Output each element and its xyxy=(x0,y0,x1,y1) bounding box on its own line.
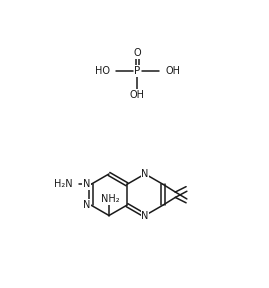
Text: N: N xyxy=(83,179,90,189)
Text: P: P xyxy=(134,66,141,76)
Text: O: O xyxy=(134,48,141,58)
Text: OH: OH xyxy=(165,66,180,76)
Text: N: N xyxy=(83,200,90,210)
Text: OH: OH xyxy=(130,90,145,100)
Text: NH₂: NH₂ xyxy=(101,194,120,204)
Text: HO: HO xyxy=(95,66,110,76)
Text: N: N xyxy=(141,169,149,179)
Text: N: N xyxy=(141,211,149,221)
Text: H₂N: H₂N xyxy=(54,179,73,189)
